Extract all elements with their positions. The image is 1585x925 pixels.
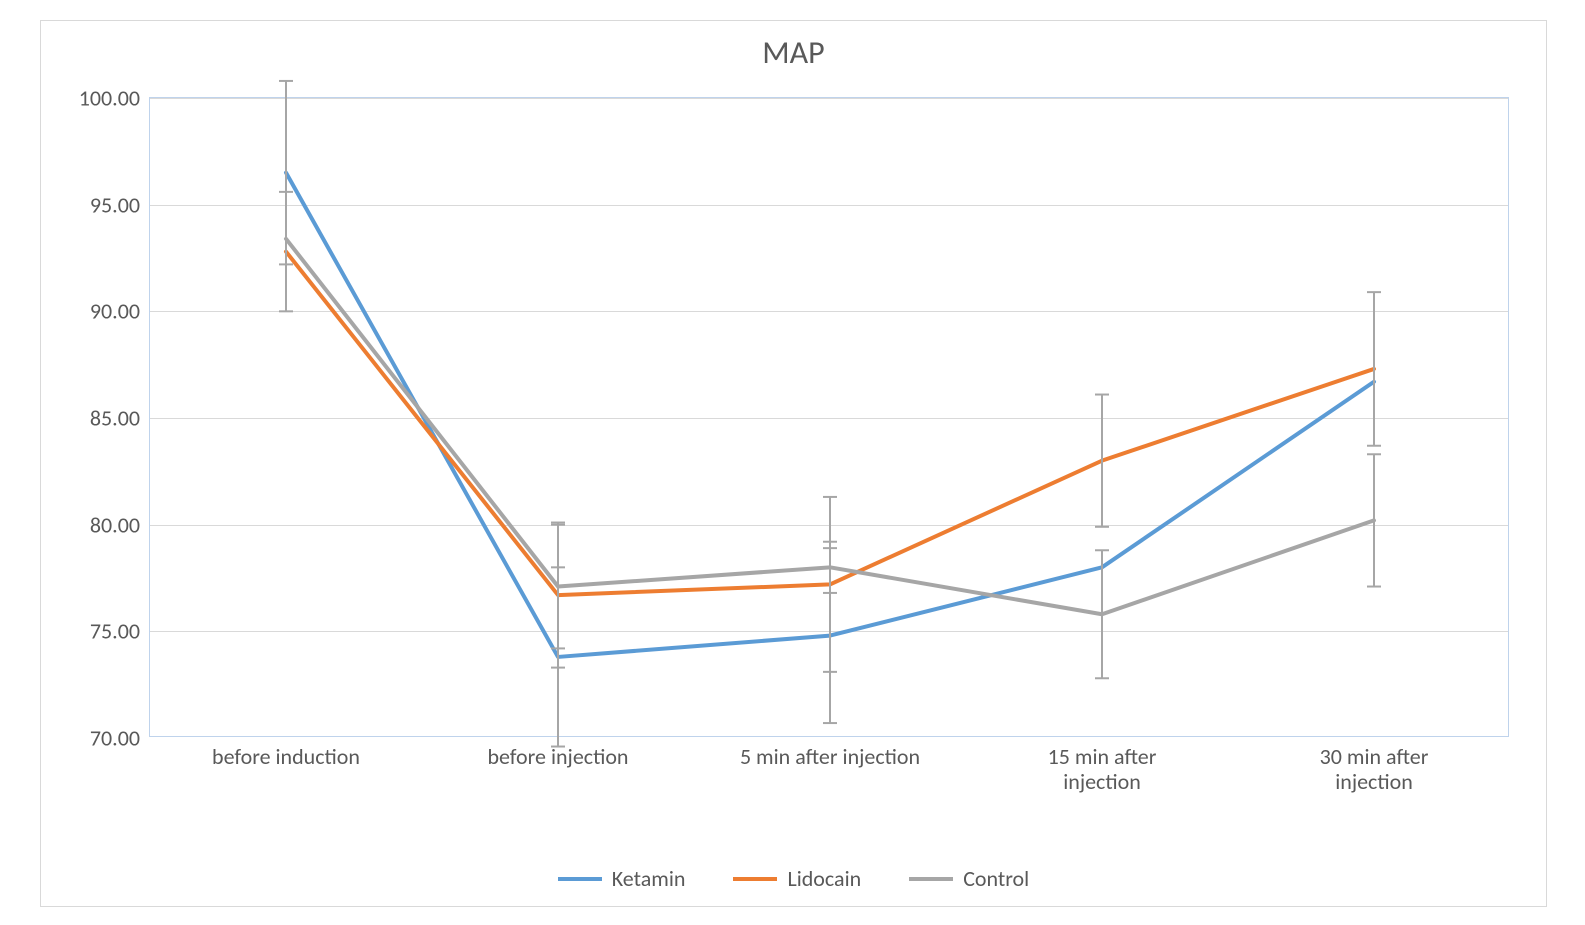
y-axis-tick-label: 90.00 (90, 298, 150, 325)
y-axis-tick-label: 100.00 (79, 85, 150, 112)
y-axis-tick-label: 75.00 (90, 618, 150, 645)
y-axis-tick-label: 95.00 (90, 191, 150, 218)
legend: Ketamin Lidocain Control (41, 865, 1546, 892)
legend-item-lidocain: Lidocain (733, 865, 861, 892)
legend-item-control: Control (909, 865, 1029, 892)
x-axis-tick-label: 30 min afterinjection (1254, 736, 1494, 795)
legend-label: Control (963, 865, 1029, 892)
legend-label: Lidocain (787, 865, 861, 892)
error-bar (279, 192, 293, 311)
plot-area: 70.0075.0080.0085.0090.0095.00100.00befo… (149, 97, 1509, 737)
x-axis-tick-label: 5 min after injection (710, 736, 950, 769)
x-axis-tick-label: before induction (166, 736, 406, 769)
legend-swatch (909, 877, 953, 881)
legend-swatch (733, 877, 777, 881)
legend-swatch (558, 877, 602, 881)
legend-item-ketamin: Ketamin (558, 865, 686, 892)
legend-label: Ketamin (612, 865, 686, 892)
chart-title: MAP (41, 33, 1546, 72)
x-axis-tick-label: 15 min afterinjection (982, 736, 1222, 795)
chart-container: MAP 70.0075.0080.0085.0090.0095.00100.00… (40, 20, 1547, 907)
y-axis-tick-label: 85.00 (90, 405, 150, 432)
y-axis-tick-label: 80.00 (90, 511, 150, 538)
y-axis-tick-label: 70.00 (90, 725, 150, 752)
chart-lines (150, 98, 1510, 738)
